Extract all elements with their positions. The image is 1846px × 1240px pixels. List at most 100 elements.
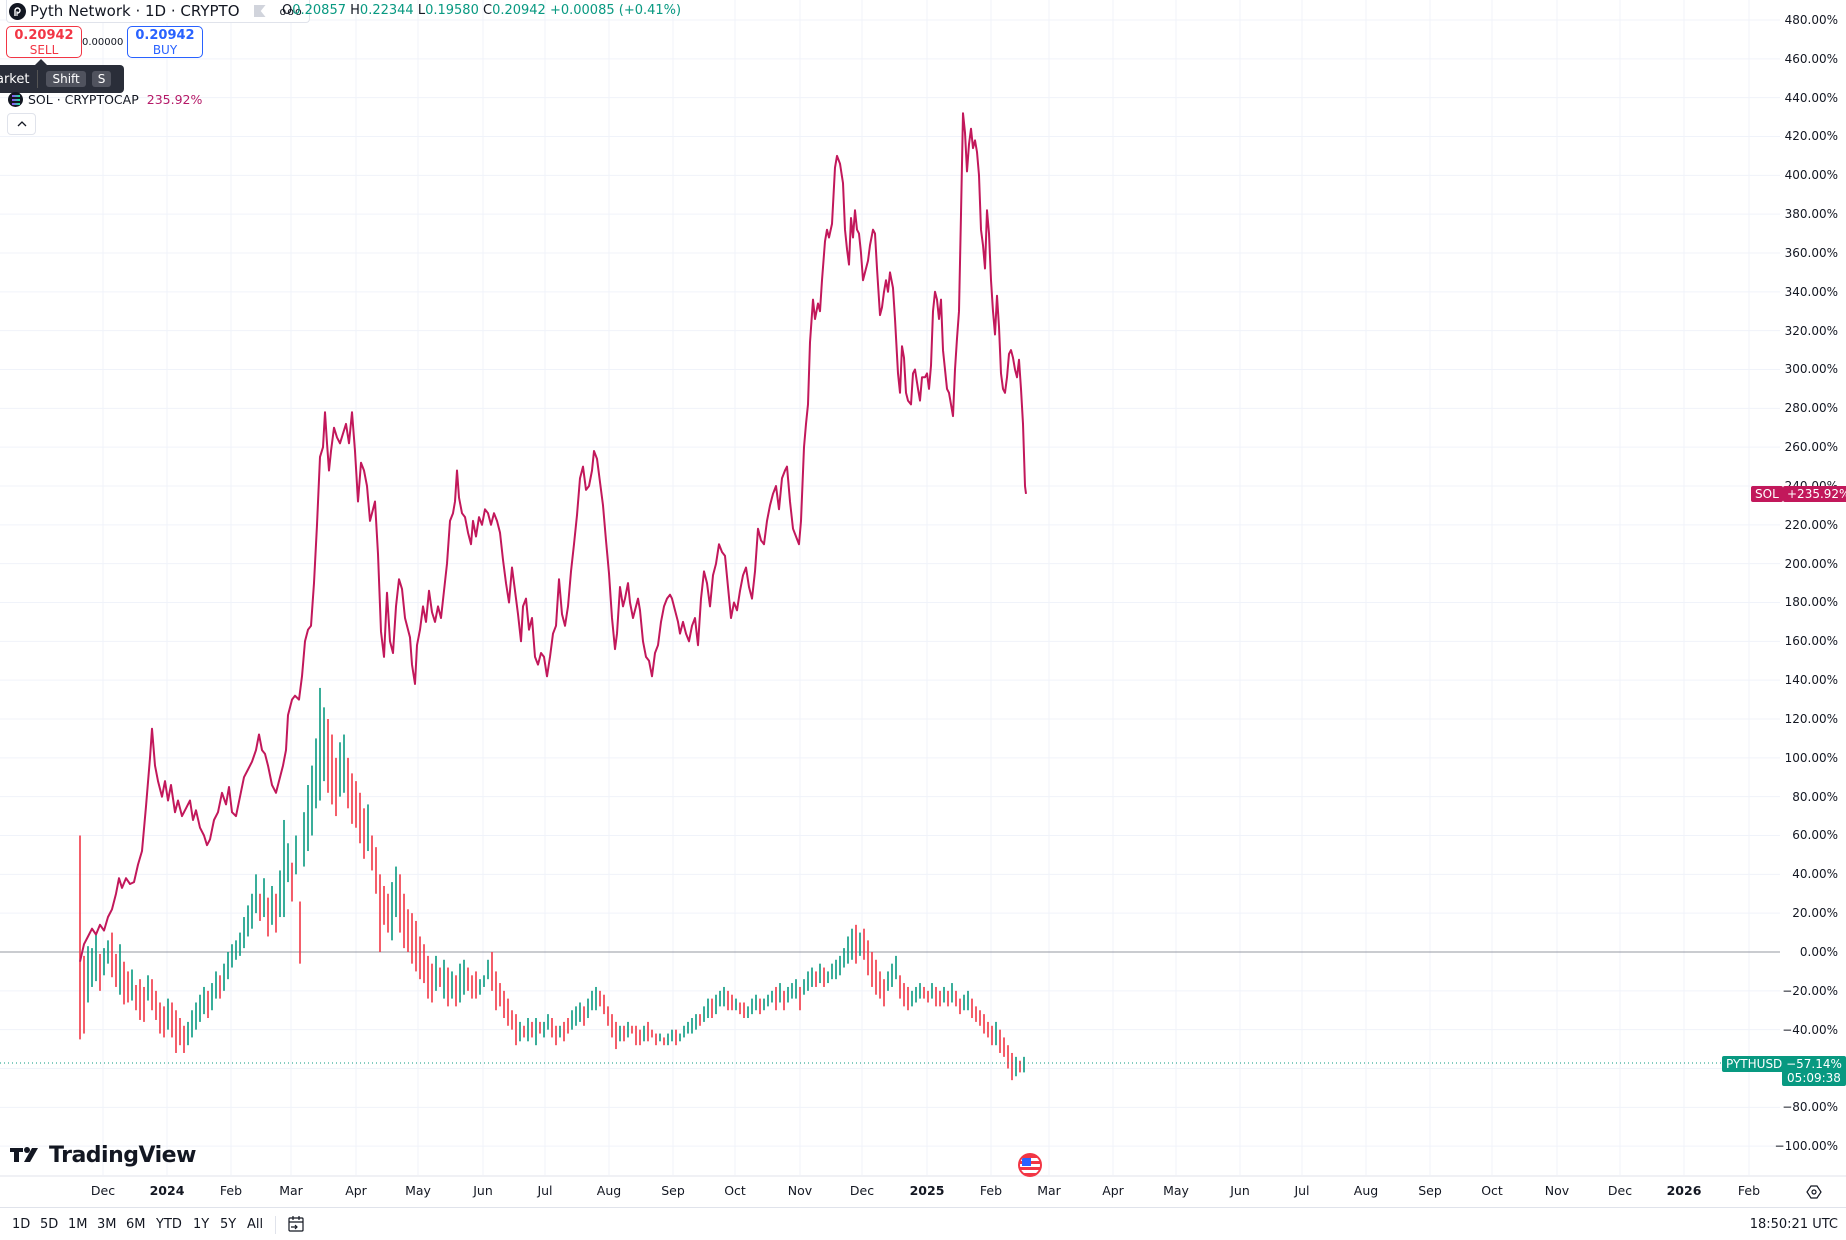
- y-tick-label: 140.00%: [1784, 673, 1838, 688]
- high-label: H: [350, 3, 360, 18]
- pyth-value-tag: −57.14% 05:09:38: [1782, 1056, 1846, 1086]
- tradingview-logo-icon: [10, 1146, 46, 1166]
- low-value: 0.19580: [425, 3, 479, 18]
- x-tick-label: Apr: [345, 1183, 367, 1198]
- x-tick-label: 2026: [1666, 1183, 1702, 1198]
- x-tick-label: Feb: [1737, 1183, 1761, 1198]
- sell-price: 0.20942: [14, 28, 74, 43]
- x-tick-label: Feb: [979, 1183, 1003, 1198]
- shortcut-key-shift: Shift: [46, 71, 86, 87]
- y-tick-label: 460.00%: [1784, 51, 1838, 66]
- y-tick-label: −20.00%: [1782, 983, 1838, 998]
- sell-label: SELL: [29, 43, 59, 57]
- main-series-legend[interactable]: Pyth Network · 1D · CRYPTO ooo: [6, 0, 310, 23]
- x-tick-label: Nov: [1544, 1183, 1570, 1198]
- x-tick-label: Aug: [1353, 1183, 1379, 1198]
- y-tick-label: 40.00%: [1792, 867, 1838, 882]
- toolbar-divider: [275, 1216, 276, 1234]
- x-tick-label: Aug: [596, 1183, 622, 1198]
- sell-button[interactable]: 0.20942 SELL: [6, 26, 82, 58]
- tooltip-divider: [37, 70, 39, 88]
- sol-value-tag: +235.92%: [1783, 486, 1846, 502]
- range-all-button[interactable]: All: [247, 1217, 264, 1232]
- y-tick-label: 160.00%: [1784, 634, 1838, 649]
- y-tick-label: 300.00%: [1784, 362, 1838, 377]
- utc-clock[interactable]: 18:50:21 UTC: [1749, 1217, 1838, 1232]
- y-tick-label: 280.00%: [1784, 401, 1838, 416]
- x-tick-label: Mar: [1037, 1183, 1061, 1198]
- y-tick-label: 100.00%: [1784, 750, 1838, 765]
- open-value: 0.20857: [292, 3, 346, 18]
- range-6m-button[interactable]: 6M: [126, 1217, 146, 1232]
- y-tick-label: 480.00%: [1784, 12, 1838, 27]
- range-5d-button[interactable]: 5D: [40, 1217, 59, 1232]
- tradingview-logo[interactable]: TradingView: [10, 1143, 196, 1168]
- pyth-countdown: 05:09:38: [1787, 1071, 1841, 1085]
- y-tick-label: −100.00%: [1774, 1139, 1838, 1154]
- x-tick-label: Jul: [537, 1183, 553, 1198]
- compare-symbol: SOL · CRYPTOCAP: [28, 92, 139, 107]
- pyth-name-tag: PYTHUSD: [1722, 1056, 1787, 1072]
- more-options-icon[interactable]: ooo: [279, 4, 303, 18]
- compare-series-legend[interactable]: SOL · CRYPTOCAP 235.92%: [8, 92, 202, 107]
- x-tick-label: Apr: [1102, 1183, 1124, 1198]
- pyth-value: −57.14%: [1786, 1057, 1842, 1071]
- range-5y-button[interactable]: 5Y: [220, 1217, 237, 1232]
- chevron-up-icon: [17, 121, 26, 127]
- flag-icon[interactable]: [253, 5, 266, 17]
- y-tick-label: 180.00%: [1784, 595, 1838, 610]
- close-value: 0.20942: [492, 3, 546, 18]
- y-tick-label: 440.00%: [1784, 90, 1838, 105]
- spread-value: 0.00000: [82, 37, 124, 48]
- compare-value: 235.92%: [146, 92, 203, 107]
- change-value: +0.00085 (+0.41%): [549, 3, 682, 18]
- x-tick-label: Dec: [849, 1183, 875, 1198]
- x-tick-label: Jul: [1294, 1183, 1310, 1198]
- chart-title: Pyth Network · 1D · CRYPTO: [30, 2, 240, 20]
- collapse-legend-button[interactable]: [7, 113, 36, 135]
- scale-settings-icon[interactable]: [1806, 1184, 1822, 1200]
- range-1d-button[interactable]: 1D: [12, 1217, 31, 1232]
- y-tick-label: 320.00%: [1784, 323, 1838, 338]
- grid-lines: [0, 0, 1846, 1177]
- x-tick-label: Sep: [661, 1183, 685, 1198]
- x-tick-label: Dec: [1607, 1183, 1633, 1198]
- shortcut-key-s: S: [91, 71, 112, 87]
- x-tick-label: Sep: [1418, 1183, 1442, 1198]
- range-1y-button[interactable]: 1Y: [193, 1217, 210, 1232]
- tooltip-arrow: [35, 59, 47, 65]
- y-tick-label: 340.00%: [1784, 284, 1838, 299]
- x-tick-label: Oct: [724, 1183, 746, 1198]
- y-tick-label: −40.00%: [1782, 1022, 1838, 1037]
- y-tick-label: 380.00%: [1784, 207, 1838, 222]
- low-label: L: [417, 3, 426, 18]
- x-tick-label: Jun: [473, 1183, 493, 1198]
- close-label: C: [482, 3, 493, 18]
- x-tick-label: 2024: [149, 1183, 185, 1198]
- x-tick-label: Feb: [219, 1183, 243, 1198]
- x-tick-label: Oct: [1481, 1183, 1503, 1198]
- buy-label: BUY: [152, 43, 178, 57]
- tradingview-logo-text: TradingView: [49, 1143, 196, 1168]
- us-economic-event-icon[interactable]: [1018, 1153, 1042, 1177]
- sol-compare-line: [79, 112, 1027, 962]
- sol-name-tag: SOL: [1751, 486, 1783, 502]
- buy-button[interactable]: 0.20942 BUY: [127, 26, 203, 58]
- y-tick-label: 360.00%: [1784, 245, 1838, 260]
- y-tick-label: 80.00%: [1792, 789, 1838, 804]
- ohlc-values: O0.20857 H0.22344 L0.19580 C0.20942 +0.0…: [282, 3, 681, 18]
- y-tick-label: 20.00%: [1792, 906, 1838, 921]
- range-ytd-button[interactable]: YTD: [156, 1217, 182, 1232]
- open-label: O: [282, 3, 293, 18]
- buy-price: 0.20942: [135, 28, 195, 43]
- range-1m-button[interactable]: 1M: [68, 1217, 88, 1232]
- y-tick-label: −80.00%: [1782, 1100, 1838, 1115]
- y-tick-label: 200.00%: [1784, 556, 1838, 571]
- range-3m-button[interactable]: 3M: [97, 1217, 117, 1232]
- x-tick-label: Dec: [90, 1183, 116, 1198]
- bottom-toolbar: 1D 5D 1M 3M 6M YTD 1Y 5Y All 18:50:21 UT…: [0, 1207, 1846, 1240]
- y-tick-label: 400.00%: [1784, 168, 1838, 183]
- go-to-date-icon[interactable]: [287, 1215, 305, 1233]
- y-tick-label: 0.00%: [1799, 945, 1838, 959]
